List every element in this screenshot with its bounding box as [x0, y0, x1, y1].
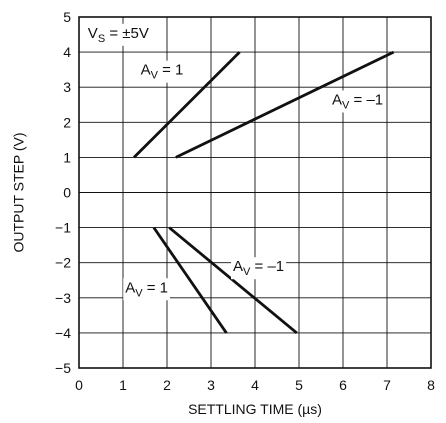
- series-line-1: [175, 50, 395, 159]
- x-tick-label-6: 6: [339, 377, 347, 393]
- annotation-bg-2: [330, 90, 386, 113]
- y-tick-label-0: −5: [55, 360, 71, 376]
- y-tick-label-9: 4: [63, 44, 71, 60]
- y-tick-label-2: −3: [55, 290, 71, 306]
- x-tick-label-3: 3: [207, 377, 215, 393]
- annotation-sub-1: V: [151, 70, 159, 82]
- y-tick-label-5: 0: [63, 185, 71, 201]
- plot-frame: [78, 16, 432, 369]
- y-tick-label-3: −2: [55, 255, 71, 271]
- annotation-main-3: A: [233, 258, 243, 275]
- annotation-sub-4: V: [135, 287, 143, 299]
- annotation-sub-2: V: [342, 99, 350, 111]
- y-tick-label-1: −4: [55, 325, 71, 341]
- x-tick-label-5: 5: [295, 377, 303, 393]
- annotation-text-0: VS = ±5V: [88, 25, 149, 45]
- annotation-sub-0: S: [98, 33, 105, 45]
- annotation-rest-0: = ±5V: [105, 25, 149, 42]
- y-tick-label-6: 1: [63, 149, 71, 165]
- x-tick-labels: 0 1 2 3 4 5 6 7 8: [75, 377, 435, 393]
- annotation-text-4: AV = 1: [125, 279, 168, 299]
- annotation-rest-3: = –1: [250, 258, 284, 275]
- annotation-rest-2: = –1: [349, 91, 383, 108]
- annotation-main-0: V: [88, 25, 98, 42]
- x-tick-label-8: 8: [427, 377, 435, 393]
- x-tick-label-2: 2: [163, 377, 171, 393]
- annotation-sub-3: V: [243, 266, 251, 278]
- annotation-main-1: A: [141, 62, 151, 79]
- annotation-4: AV = 1: [123, 278, 170, 301]
- series-line-0: [133, 51, 241, 159]
- x-tick-label-7: 7: [383, 377, 391, 393]
- annotation-main-2: A: [332, 91, 342, 108]
- y-axis-title: OUTPUT STEP (V): [11, 132, 27, 252]
- annotation-bg-1: [138, 60, 186, 83]
- annotation-bg-3: [231, 257, 287, 280]
- annotation-bg-0: [85, 23, 151, 46]
- x-tick-label-0: 0: [75, 377, 83, 393]
- grid-layer: [79, 17, 431, 368]
- annotation-rest-4: = 1: [143, 279, 168, 296]
- y-tick-label-4: −1: [55, 220, 71, 236]
- annotation-0: VS = ±5V: [85, 23, 151, 46]
- series-line-2: [152, 226, 228, 334]
- x-axis-title: SETTLING TIME (µs): [188, 401, 322, 417]
- y-tick-labels: −5 −4 −3 −2 −1 0 1 2 3 4 5: [55, 9, 71, 376]
- y-tick-label-7: 2: [63, 114, 71, 130]
- x-tick-label-4: 4: [251, 377, 259, 393]
- annotation-1: AV = 1: [138, 60, 186, 83]
- annotation-bg-4: [123, 278, 170, 301]
- annotation-3: AV = –1: [231, 257, 287, 280]
- series-layer: [133, 50, 395, 334]
- series-line-3: [168, 226, 298, 334]
- annotation-text-1: AV = 1: [141, 62, 184, 82]
- annotation-main-4: A: [125, 279, 135, 296]
- y-tick-label-10: 5: [63, 9, 71, 25]
- y-tick-label-8: 3: [63, 79, 71, 95]
- annotation-2: AV = –1: [330, 90, 386, 113]
- annotation-rest-1: = 1: [158, 62, 183, 79]
- x-tick-label-1: 1: [119, 377, 127, 393]
- annotation-text-3: AV = –1: [233, 258, 284, 278]
- annotation-text-2: AV = –1: [332, 91, 383, 111]
